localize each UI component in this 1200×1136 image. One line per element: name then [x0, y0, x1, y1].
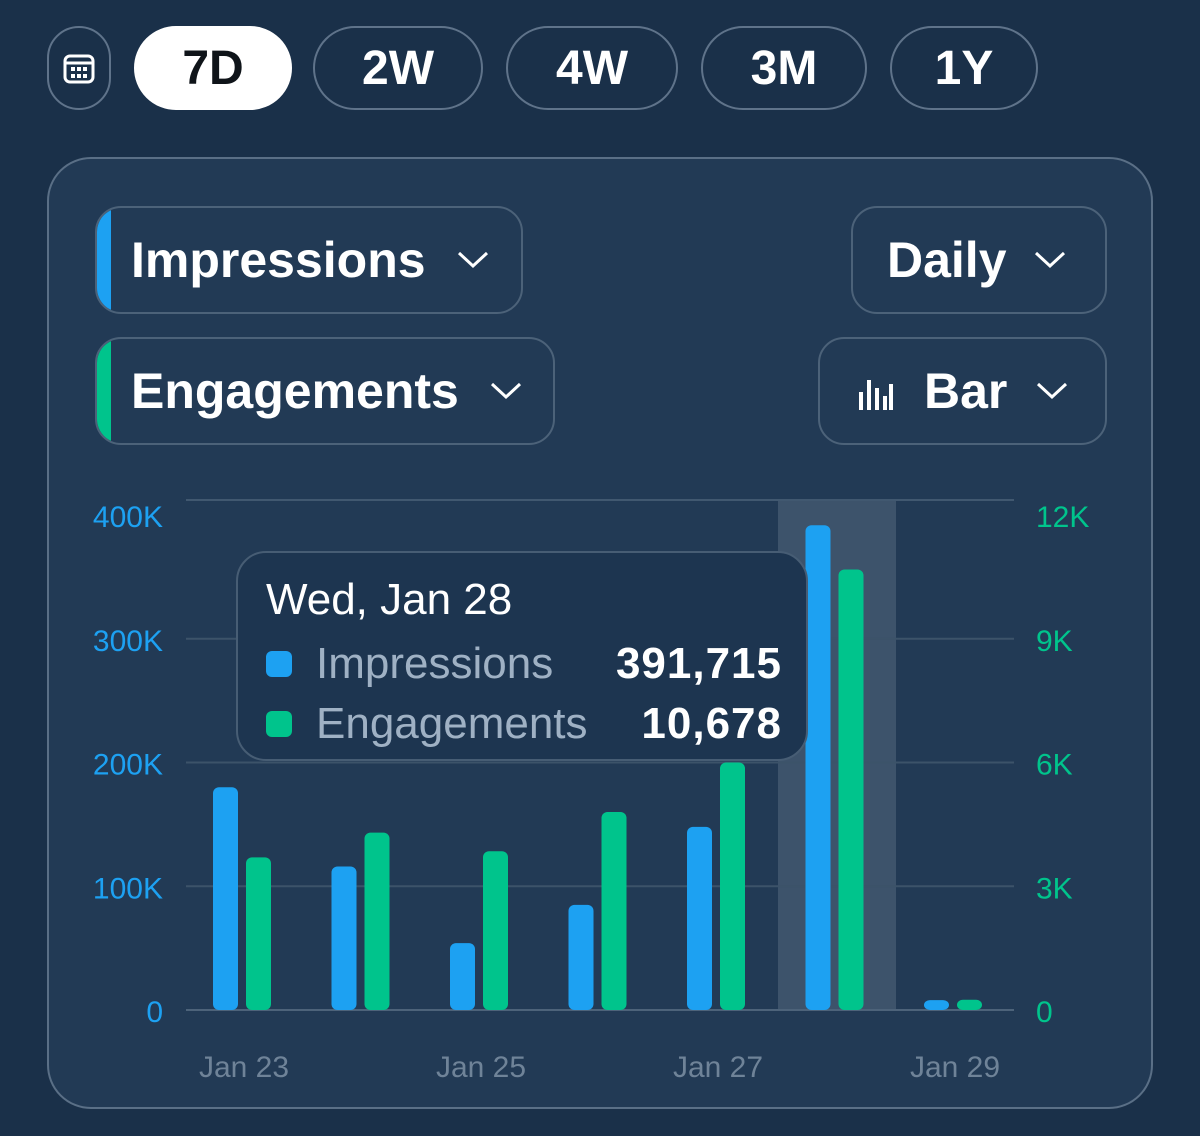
- chart-tooltip: Wed, Jan 28 Impressions 391,715 Engageme…: [236, 551, 808, 761]
- engagements-bar: [720, 762, 745, 1010]
- tooltip-value: 391,715: [615, 639, 782, 688]
- range-selector: 7D 2W 4W 3M 1Y: [47, 26, 1047, 114]
- metric-primary-label: Impressions: [131, 232, 426, 288]
- chevron-down-icon: [456, 250, 490, 270]
- chevron-down-icon: [1033, 250, 1067, 270]
- interval-label: Daily: [887, 232, 1007, 288]
- engagements-bar: [957, 999, 982, 1010]
- metric-secondary-dropdown[interactable]: Engagements: [95, 337, 555, 445]
- tooltip-date: Wed, Jan 28: [266, 575, 513, 624]
- impressions-bar: [568, 904, 594, 1010]
- tooltip-name: Engagements: [316, 699, 588, 748]
- tooltip-row-impressions: Impressions 391,715: [266, 636, 782, 692]
- tooltip-row-engagements: Engagements 10,678: [266, 696, 782, 752]
- impressions-bar: [213, 787, 238, 1010]
- x-tick-label: Jan 29: [910, 1051, 1000, 1084]
- range-3m-button[interactable]: 3M: [701, 26, 867, 110]
- engagements-bar: [838, 569, 864, 1010]
- y-right-tick-label: 6K: [1036, 749, 1073, 782]
- impressions-bar: [331, 866, 357, 1010]
- engagements-bar: [483, 851, 508, 1010]
- engagements-bar: [601, 812, 627, 1010]
- engagements-bar: [364, 832, 390, 1010]
- calendar-icon: [63, 54, 95, 84]
- impressions-bar: [805, 525, 831, 1010]
- range-4w-button[interactable]: 4W: [506, 26, 678, 110]
- y-right-tick-label: 12K: [1036, 501, 1089, 534]
- y-right-tick-label: 3K: [1036, 872, 1073, 905]
- engagements-swatch: [266, 711, 292, 737]
- y-right-tick-label: 9K: [1036, 625, 1073, 658]
- chevron-down-icon: [489, 381, 523, 401]
- metric-primary-color: [97, 208, 111, 312]
- metric-primary-dropdown[interactable]: Impressions: [95, 206, 523, 314]
- range-7d-button[interactable]: 7D: [134, 26, 292, 110]
- range-1y-button[interactable]: 1Y: [890, 26, 1038, 110]
- y-left-tick-label: 100K: [93, 872, 163, 905]
- y-left-tick-label: 0: [146, 996, 163, 1029]
- tooltip-value: 10,678: [641, 699, 782, 748]
- y-left-tick-label: 200K: [93, 749, 163, 782]
- x-tick-label: Jan 23: [199, 1051, 289, 1084]
- metric-secondary-label: Engagements: [131, 363, 459, 419]
- chart-type-dropdown[interactable]: Bar: [818, 337, 1107, 445]
- bar-chart-icon: [858, 372, 894, 410]
- x-tick-label: Jan 27: [673, 1051, 763, 1084]
- tooltip-name: Impressions: [316, 639, 554, 688]
- impressions-bar: [687, 826, 712, 1010]
- impressions-swatch: [266, 651, 292, 677]
- impressions-bar: [450, 943, 475, 1010]
- engagements-bar: [246, 857, 271, 1010]
- y-left-tick-label: 300K: [93, 625, 163, 658]
- range-2w-button[interactable]: 2W: [313, 26, 483, 110]
- calendar-button[interactable]: [47, 26, 111, 110]
- chart-type-label: Bar: [924, 363, 1008, 419]
- y-right-tick-label: 0: [1036, 996, 1053, 1029]
- impressions-bar: [924, 1000, 949, 1010]
- x-tick-label: Jan 25: [436, 1051, 526, 1084]
- interval-dropdown[interactable]: Daily: [851, 206, 1107, 314]
- chevron-down-icon: [1035, 381, 1069, 401]
- y-left-tick-label: 400K: [93, 501, 163, 534]
- metric-secondary-color: [97, 339, 111, 443]
